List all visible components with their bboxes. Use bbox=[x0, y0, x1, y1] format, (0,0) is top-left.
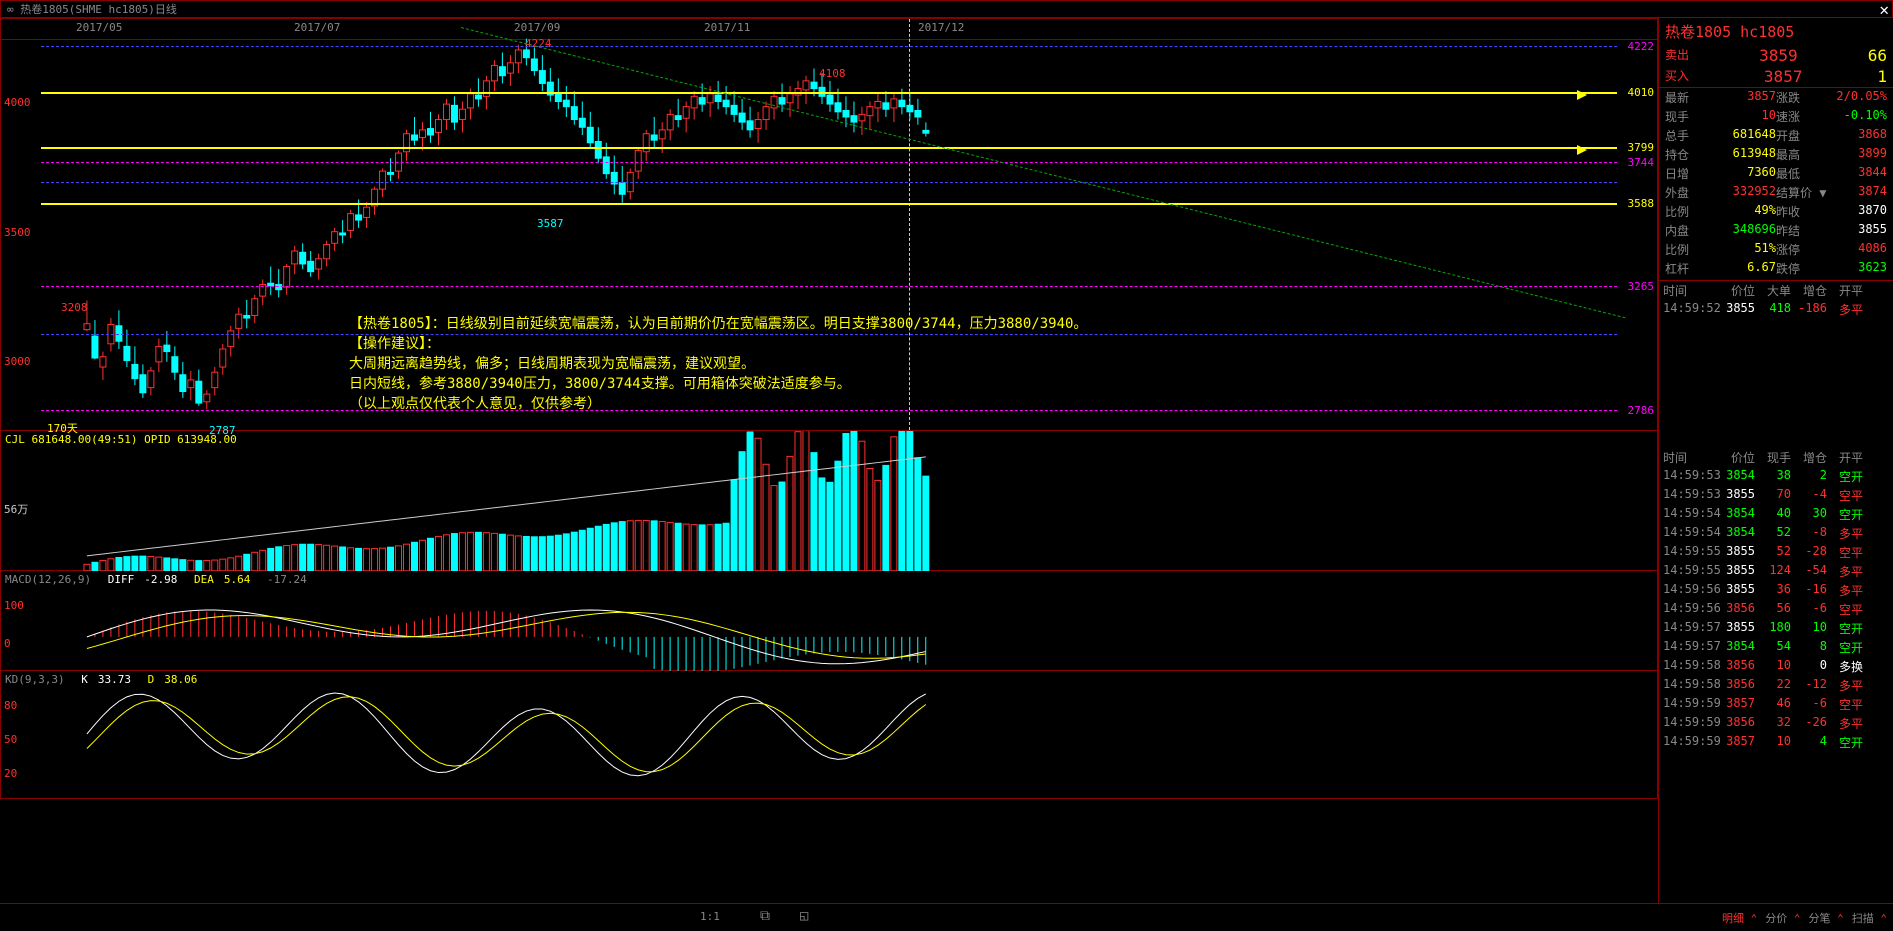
tick-row: 14:59:57 3855 180 10 空开 bbox=[1659, 619, 1893, 638]
footer-tab[interactable]: 分笔 bbox=[1809, 912, 1831, 925]
tick-row: 14:59:55 3855 52 -28 空平 bbox=[1659, 543, 1893, 562]
vol-svg bbox=[41, 431, 1617, 571]
x-label: 2017/07 bbox=[294, 21, 340, 34]
kd-panel[interactable]: KD(9,3,3) K33.73 D38.06 805020 bbox=[0, 671, 1658, 799]
quote-row: 现手10 速涨-0.10% bbox=[1659, 107, 1893, 126]
macd-svg bbox=[41, 571, 1617, 671]
tick-row: 14:59:56 3855 36 -16 多平 bbox=[1659, 581, 1893, 600]
chart-title: ∞ 热卷1805(SHME hc1805)日线 bbox=[7, 1, 177, 17]
tick-row: 14:59:58 3856 22 -12 多平 bbox=[1659, 676, 1893, 695]
tick-row: 14:59:55 3855 124 -54 多平 bbox=[1659, 562, 1893, 581]
price-mark: 3587 bbox=[537, 217, 564, 230]
tick-row: 14:59:56 3856 56 -6 空平 bbox=[1659, 600, 1893, 619]
price-mark: 4108 bbox=[819, 67, 846, 80]
tick-row: 14:59:53 3854 38 2 空开 bbox=[1659, 467, 1893, 486]
tick-row: 14:59:59 3857 10 4 空开 bbox=[1659, 733, 1893, 752]
x-label: 2017/05 bbox=[76, 21, 122, 34]
zoom-ratio: 1:1 bbox=[700, 910, 720, 923]
quote-row: 比例51% 涨停4086 bbox=[1659, 240, 1893, 259]
buy-row: 买入 3857 1 bbox=[1659, 66, 1893, 88]
volume-panel[interactable]: CJL 681648.00(49:51) OPID 613948.00 56万 bbox=[0, 431, 1658, 571]
quote-row: 日增7360 最低3844 bbox=[1659, 164, 1893, 183]
tick-row: 14:59:58 3856 10 0 多换 bbox=[1659, 657, 1893, 676]
sell-row: 卖出 3859 66 bbox=[1659, 45, 1893, 66]
footer-tab[interactable]: 明细 bbox=[1722, 912, 1744, 925]
price-label: 2786 bbox=[1628, 404, 1655, 417]
y-tick: 3000 bbox=[4, 355, 31, 368]
price-label: 3588 bbox=[1628, 197, 1655, 210]
quote-row: 比例49% 昨收3870 bbox=[1659, 202, 1893, 221]
tick-row: 14:59:57 3854 54 8 空开 bbox=[1659, 638, 1893, 657]
kd-svg bbox=[41, 671, 1617, 799]
quote-row: 最新3857 涨跌2/0.05% bbox=[1659, 88, 1893, 107]
tick-row: 14:59:53 3855 70 -4 空平 bbox=[1659, 486, 1893, 505]
h-line bbox=[41, 286, 1617, 287]
tick-row: 14:59:54 3854 40 30 空开 bbox=[1659, 505, 1893, 524]
x-label: 2017/12 bbox=[918, 21, 964, 34]
h-line bbox=[41, 147, 1617, 149]
h-line bbox=[41, 92, 1617, 94]
title-bar: ∞ 热卷1805(SHME hc1805)日线 ✕ bbox=[0, 0, 1893, 18]
tick-feed[interactable]: 时间价位 现手增仓 开平 14:59:53 3854 38 2 空开 14:59… bbox=[1659, 448, 1893, 903]
bottom-bar: 1:1 ⧉ ◱ 明细 ⌃分价 ⌃分笔 ⌃扫描 ⌃ bbox=[0, 903, 1893, 931]
price-label: 4222 bbox=[1628, 40, 1655, 53]
chart-area[interactable]: 4000 3500 3000 4222 4010 3799 3744 3588 3265 2786… bbox=[0, 18, 1658, 903]
tick-row: 14:59:52 3855 418 -186 多平 bbox=[1659, 300, 1893, 319]
y-tick: 3500 bbox=[4, 226, 31, 239]
kline-panel[interactable]: 4000 3500 3000 4222 4010 3799 3744 3588 3265 2786… bbox=[0, 18, 1658, 431]
price-label: 4010 bbox=[1628, 86, 1655, 99]
tool-icon[interactable]: ⧉ bbox=[760, 908, 770, 924]
tick-row: 14:59:59 3856 32 -26 多平 bbox=[1659, 714, 1893, 733]
tick-row: 14:59:54 3854 52 -8 多平 bbox=[1659, 524, 1893, 543]
price-label: 3744 bbox=[1628, 156, 1655, 169]
price-label: 3265 bbox=[1628, 280, 1655, 293]
quote-row: 外盘332952 结算价 ▼3874 bbox=[1659, 183, 1893, 202]
vol-ytick: 56万 bbox=[4, 501, 28, 517]
quote-row: 总手681648 开盘3868 bbox=[1659, 126, 1893, 145]
close-icon[interactable]: ✕ bbox=[1879, 0, 1889, 19]
quote-sidebar: 热卷1805 hc1805 卖出 3859 66 买入 3857 1 最新385… bbox=[1658, 18, 1893, 903]
tick-header: 时间价位 现手增仓 开平 bbox=[1659, 448, 1893, 467]
y-tick: 4000 bbox=[4, 96, 31, 109]
footer-tab[interactable]: 分价 bbox=[1765, 912, 1787, 925]
price-mark: 3208 bbox=[61, 301, 88, 314]
contract-title: 热卷1805 hc1805 bbox=[1659, 18, 1893, 45]
annotation-box: 【热卷1805】：日线级别目前延续宽幅震荡，认为目前期价仍在宽幅震荡区。明日支撑… bbox=[349, 314, 1087, 414]
macd-panel[interactable]: MACD(12,26,9) DIFF-2.98 DEA5.64 -17.24 1… bbox=[0, 571, 1658, 671]
x-label: 2017/09 bbox=[514, 21, 560, 34]
quote-row: 持仓613948 最高3899 bbox=[1659, 145, 1893, 164]
h-line bbox=[41, 162, 1617, 163]
x-label: 2017/11 bbox=[704, 21, 750, 34]
price-label: 3799 bbox=[1628, 141, 1655, 154]
h-line bbox=[41, 203, 1617, 205]
footer-tab[interactable]: 扫描 bbox=[1852, 912, 1874, 925]
h-line bbox=[41, 182, 1617, 183]
h-line bbox=[41, 46, 1617, 47]
tick-header: 时间价位 大单增仓 开平 bbox=[1659, 281, 1893, 300]
quote-row: 内盘348696 昨结3855 bbox=[1659, 221, 1893, 240]
tool-icon[interactable]: ◱ bbox=[800, 908, 808, 924]
tick-row: 14:59:59 3857 46 -6 空平 bbox=[1659, 695, 1893, 714]
quote-row: 杠杆6.67 跌停3623 bbox=[1659, 259, 1893, 278]
